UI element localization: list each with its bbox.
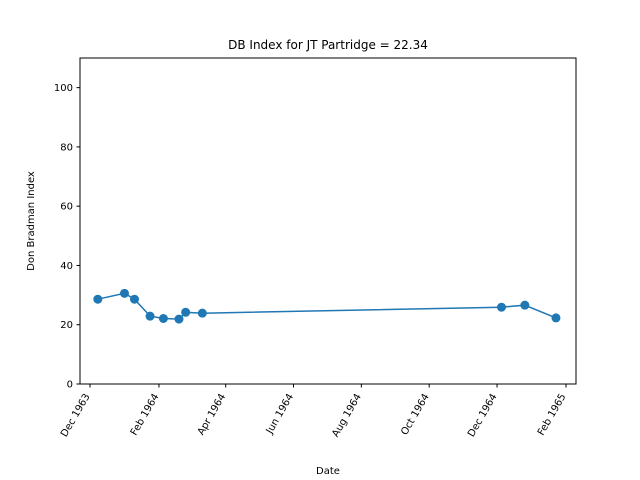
x-tick-label: Feb 1965 xyxy=(536,392,569,438)
x-tick-label: Jun 1964 xyxy=(264,392,296,437)
data-point xyxy=(145,311,155,321)
y-axis: 0 20 40 60 80 100 xyxy=(54,83,80,391)
data-point xyxy=(129,294,139,304)
plot-area-frame xyxy=(79,57,577,385)
y-tick-label: 100 xyxy=(54,83,73,94)
chart-title: DB Index for JT Partridge = 22.34 xyxy=(228,38,428,52)
data-point xyxy=(119,288,129,298)
y-tick-label: 60 xyxy=(60,202,73,213)
x-axis: Dec 1963 Feb 1964 Apr 1964 Jun 1964 Aug 1964… xyxy=(59,384,569,439)
y-tick-label: 20 xyxy=(60,320,73,331)
data-point xyxy=(520,300,530,310)
y-tick-label: 40 xyxy=(60,261,73,272)
series-line xyxy=(97,292,557,320)
x-tick-label: Aug 1964 xyxy=(330,392,364,439)
data-point xyxy=(158,314,168,324)
x-tick-label: Oct 1964 xyxy=(399,392,431,437)
data-point xyxy=(174,314,184,324)
data-point xyxy=(181,307,191,317)
data-point xyxy=(93,294,103,304)
x-tick-label: Feb 1964 xyxy=(129,392,162,438)
y-axis-label: Don Bradman Index xyxy=(26,171,37,271)
data-point xyxy=(197,308,207,318)
y-tick-label: 80 xyxy=(60,142,73,153)
y-tick-label: 0 xyxy=(67,380,73,391)
series-markers xyxy=(93,288,561,324)
x-axis-label: Date xyxy=(316,466,340,477)
x-tick-label: Apr 1964 xyxy=(196,392,228,437)
x-tick-label: Dec 1963 xyxy=(59,392,93,439)
data-point xyxy=(496,302,506,312)
x-tick-label: Dec 1964 xyxy=(466,392,500,439)
data-point xyxy=(551,313,561,323)
